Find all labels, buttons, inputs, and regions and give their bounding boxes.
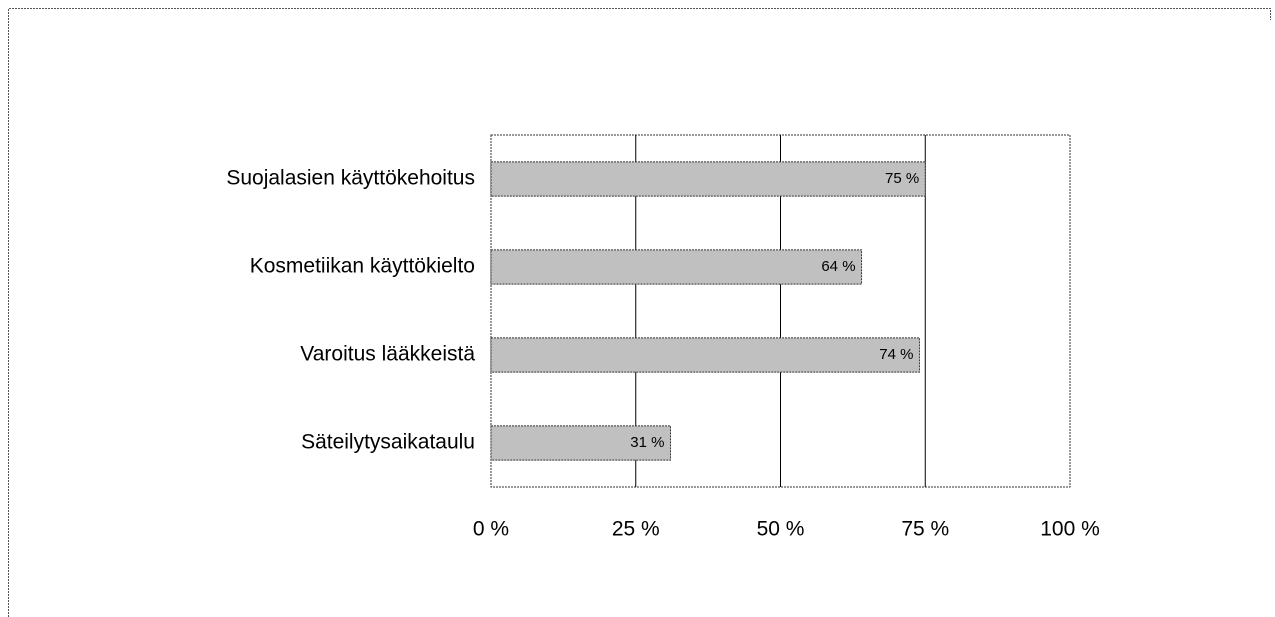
y-tick-label: Säteilytysaikataulu — [301, 431, 475, 454]
bar — [490, 425, 671, 461]
y-tick-label: Varoitus lääkkeistä — [300, 343, 475, 366]
x-tick-label: 75 % — [901, 518, 949, 541]
y-tick-label: Kosmetiikan käyttökielto — [250, 255, 475, 278]
value-label: 75 % — [885, 170, 919, 187]
bar — [490, 161, 926, 197]
x-tick-label: 0 % — [473, 518, 509, 541]
value-label: 64 % — [821, 258, 855, 275]
x-tick-label: 25 % — [612, 518, 660, 541]
x-tick-label: 50 % — [757, 518, 805, 541]
x-tick-label: 100 % — [1040, 518, 1100, 541]
frame — [8, 8, 1271, 617]
value-label: 31 % — [630, 434, 664, 451]
bar — [490, 337, 920, 373]
bar — [490, 249, 863, 285]
y-tick-label: Suojalasien käyttökehoitus — [226, 167, 475, 190]
value-label: 74 % — [879, 346, 913, 363]
